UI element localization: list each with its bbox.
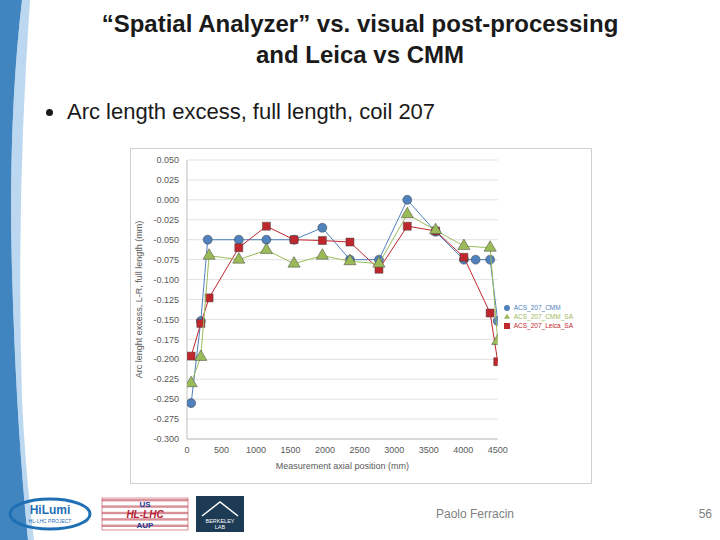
html-text:Paolo Ferracin: Paolo Ferracin	[436, 507, 514, 521]
svg-text:0.025: 0.025	[156, 175, 179, 185]
svg-text:LAB: LAB	[215, 524, 226, 530]
svg-text:-0.050: -0.050	[153, 235, 179, 245]
html-text:“Spatial Analyzer” vs. visual: “Spatial Analyzer” vs. visual post-proce…	[101, 10, 619, 37]
svg-text:-0.200: -0.200	[153, 354, 179, 364]
svg-text:HiLumi: HiLumi	[30, 503, 71, 517]
svg-text:BERKELEY: BERKELEY	[205, 518, 235, 524]
svg-text:HL-LHC PROJECT: HL-LHC PROJECT	[29, 518, 72, 524]
svg-text:1000: 1000	[246, 445, 266, 455]
html-text:ACS_207_Leica_SA: ACS_207_Leica_SA	[513, 321, 573, 329]
html-text:ACS_207_CMM: ACS_207_CMM	[513, 303, 561, 311]
svg-text:-0.275: -0.275	[153, 414, 179, 424]
svg-text:-0.125: -0.125	[153, 295, 179, 305]
svg-text:0: 0	[184, 445, 189, 455]
svg-text:-0.225: -0.225	[153, 374, 179, 384]
svg-text:-0.150: -0.150	[153, 315, 179, 325]
svg-text:3500: 3500	[419, 445, 439, 455]
html-text:and Leica vs CMM: and Leica vs CMM	[256, 41, 464, 68]
svg-text:-0.300: -0.300	[153, 434, 179, 444]
svg-text:4500: 4500	[488, 445, 508, 455]
svg-text:500: 500	[214, 445, 229, 455]
svg-text:2500: 2500	[350, 445, 370, 455]
svg-text:3000: 3000	[384, 445, 404, 455]
svg-text:-0.250: -0.250	[153, 394, 179, 404]
svg-text:-0.175: -0.175	[153, 335, 179, 345]
html-text:Arc length excess, full length: Arc length excess, full length, coil 207	[67, 99, 436, 124]
svg-text:2000: 2000	[315, 445, 335, 455]
svg-text:-0.100: -0.100	[153, 275, 179, 285]
svg-text:Measurement axial position (mm: Measurement axial position (mm)	[276, 461, 409, 471]
svg-text:0.000: 0.000	[156, 195, 179, 205]
html-text:56: 56	[698, 507, 712, 521]
svg-text:-0.075: -0.075	[153, 255, 179, 265]
svg-text:AUP: AUP	[137, 521, 155, 530]
svg-text:1500: 1500	[281, 445, 301, 455]
svg-text:0.050: 0.050	[156, 155, 179, 165]
svg-text:US: US	[139, 500, 151, 509]
svg-text:HL-LHC: HL-LHC	[126, 509, 164, 520]
html-text:ACS_207_CMM_SA: ACS_207_CMM_SA	[513, 312, 573, 320]
svg-text:-0.025: -0.025	[153, 215, 179, 225]
svg-text:Arc lenght excess, L-R, full l: Arc lenght excess, L-R, full length (mm)	[134, 221, 144, 379]
svg-text:4000: 4000	[453, 445, 473, 455]
